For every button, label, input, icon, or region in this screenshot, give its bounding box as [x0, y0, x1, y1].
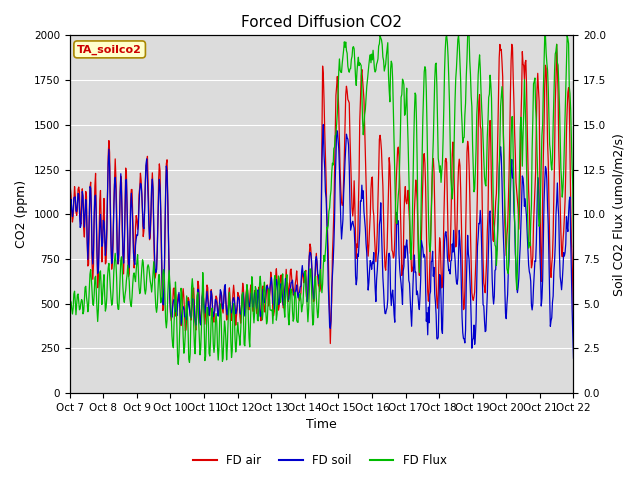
FD air: [178, 318, 186, 324]
Line: FD Flux: FD Flux: [70, 36, 573, 364]
FD soil: [205, 302, 212, 308]
FD Flux: [205, 350, 213, 356]
FD soil: [178, 313, 186, 319]
FD soil: [319, 121, 327, 127]
Y-axis label: CO2 (ppm): CO2 (ppm): [15, 180, 28, 248]
FD Flux: [570, 244, 577, 250]
FD Flux: [66, 327, 74, 333]
FD soil: [127, 206, 134, 212]
FD air: [398, 273, 406, 278]
Line: FD air: FD air: [70, 44, 573, 344]
Line: FD soil: FD soil: [70, 124, 573, 358]
FD Flux: [383, 46, 391, 52]
FD air: [326, 341, 334, 347]
FD air: [66, 247, 74, 253]
FD Flux: [175, 361, 182, 367]
X-axis label: Time: Time: [306, 419, 337, 432]
FD air: [570, 324, 577, 330]
FD Flux: [398, 92, 406, 97]
Title: Forced Diffusion CO2: Forced Diffusion CO2: [241, 15, 402, 30]
FD Flux: [127, 301, 134, 307]
Legend: FD air, FD soil, FD Flux: FD air, FD soil, FD Flux: [189, 449, 451, 472]
FD Flux: [75, 299, 83, 305]
FD air: [508, 41, 516, 47]
FD soil: [398, 289, 406, 295]
FD air: [383, 245, 391, 251]
FD air: [127, 197, 134, 203]
Y-axis label: Soil CO2 Flux (umol/m2/s): Soil CO2 Flux (umol/m2/s): [612, 133, 625, 296]
FD soil: [570, 355, 577, 361]
FD soil: [66, 279, 74, 285]
FD air: [205, 303, 212, 309]
FD soil: [383, 305, 391, 311]
Text: TA_soilco2: TA_soilco2: [77, 44, 142, 55]
FD air: [75, 184, 83, 190]
FD Flux: [443, 33, 451, 38]
FD soil: [75, 192, 83, 197]
FD Flux: [179, 308, 186, 314]
